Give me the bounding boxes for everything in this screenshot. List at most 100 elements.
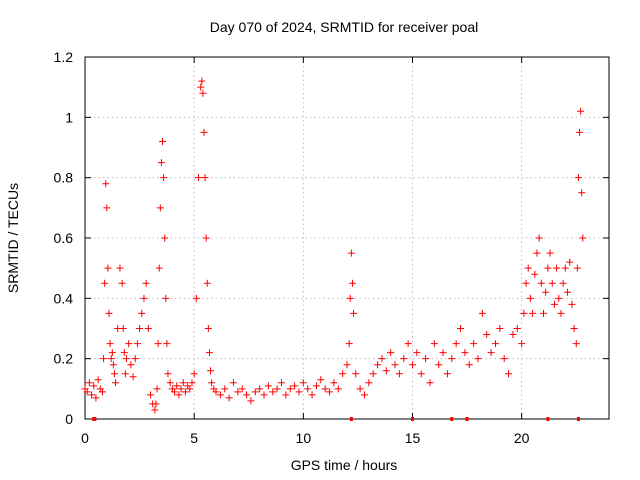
data-point xyxy=(400,355,408,363)
data-point xyxy=(544,264,552,272)
data-point xyxy=(533,249,541,257)
data-point xyxy=(251,388,259,396)
data-point xyxy=(88,391,96,399)
y-tick-label: 0.8 xyxy=(54,170,74,186)
data-point xyxy=(382,367,390,375)
data-point xyxy=(487,349,495,357)
data-point xyxy=(540,309,547,317)
data-point xyxy=(291,382,299,390)
data-point xyxy=(308,391,316,399)
data-point xyxy=(140,294,148,302)
data-point xyxy=(164,370,172,378)
data-point xyxy=(109,361,117,369)
data-point xyxy=(356,385,364,393)
data-point xyxy=(157,159,165,167)
data-point xyxy=(120,349,128,357)
data-point xyxy=(121,370,129,378)
data-point xyxy=(85,379,93,387)
data-point xyxy=(478,309,486,317)
data-point xyxy=(317,376,325,384)
data-point xyxy=(144,325,152,332)
data-point xyxy=(461,349,469,357)
data-point xyxy=(160,174,168,182)
x-axis-ticks: 0 5 10 15 20 xyxy=(81,57,530,446)
data-point xyxy=(537,279,545,287)
data-point xyxy=(122,355,130,363)
data-point xyxy=(103,204,111,212)
data-point xyxy=(177,385,185,393)
data-point xyxy=(221,385,229,393)
data-point xyxy=(409,361,416,369)
data-point xyxy=(286,385,294,393)
data-point xyxy=(204,325,212,332)
data-point xyxy=(94,376,102,384)
data-point xyxy=(147,391,154,399)
data-point xyxy=(92,394,100,402)
data-point xyxy=(391,361,399,369)
data-point xyxy=(352,370,360,378)
data-point xyxy=(422,355,430,363)
data-point xyxy=(159,137,167,145)
data-point xyxy=(387,349,395,357)
data-point xyxy=(208,379,216,387)
data-point xyxy=(186,385,194,393)
data-point xyxy=(203,279,211,287)
data-point xyxy=(334,385,342,393)
data-point xyxy=(129,373,137,381)
data-point xyxy=(205,349,213,357)
x-tick-label: 0 xyxy=(81,430,89,446)
data-point xyxy=(520,309,528,317)
x-tick-label: 10 xyxy=(296,430,312,446)
data-points xyxy=(81,77,587,421)
data-point xyxy=(192,294,200,302)
data-point xyxy=(529,309,537,317)
data-point xyxy=(171,388,179,396)
data-point xyxy=(163,340,171,348)
data-point xyxy=(102,180,110,188)
y-tick-label: 0 xyxy=(65,411,73,427)
data-point xyxy=(179,379,187,387)
data-point xyxy=(555,294,563,302)
data-point xyxy=(564,288,572,296)
data-point xyxy=(513,325,521,332)
data-point xyxy=(452,340,460,348)
data-point xyxy=(417,370,425,378)
data-point xyxy=(238,385,246,393)
data-point xyxy=(225,394,233,402)
data-point xyxy=(435,361,443,369)
data-point xyxy=(273,385,281,393)
data-point xyxy=(247,397,255,405)
data-point xyxy=(295,388,303,396)
data-point xyxy=(243,391,251,399)
data-point xyxy=(269,388,277,396)
data-point xyxy=(339,370,347,378)
data-point xyxy=(105,309,113,317)
y-axis-label: SRMTID / TECUs xyxy=(5,183,21,293)
data-point xyxy=(568,300,576,308)
data-point xyxy=(200,128,208,136)
data-point xyxy=(531,270,539,278)
data-point xyxy=(343,361,351,369)
y-axis-ticks: 0 0.2 0.4 0.6 0.8 1 1.2 xyxy=(54,49,609,427)
data-point xyxy=(166,379,174,387)
data-point xyxy=(125,340,133,348)
data-point xyxy=(108,349,116,357)
data-point xyxy=(348,279,356,287)
data-point xyxy=(483,331,491,339)
data-point xyxy=(326,388,334,396)
data-point xyxy=(369,370,377,378)
data-point xyxy=(207,367,215,375)
data-point xyxy=(195,174,203,182)
x-tick-label: 15 xyxy=(405,430,421,446)
data-point xyxy=(426,379,434,387)
x-tick-label: 5 xyxy=(190,430,198,446)
data-point xyxy=(101,279,109,287)
data-point xyxy=(116,264,124,272)
data-point xyxy=(201,174,209,182)
data-point xyxy=(474,355,482,363)
data-point xyxy=(505,370,513,378)
data-point xyxy=(197,83,205,91)
data-point xyxy=(112,379,120,387)
data-point xyxy=(83,388,91,396)
y-tick-label: 0.6 xyxy=(54,230,74,246)
